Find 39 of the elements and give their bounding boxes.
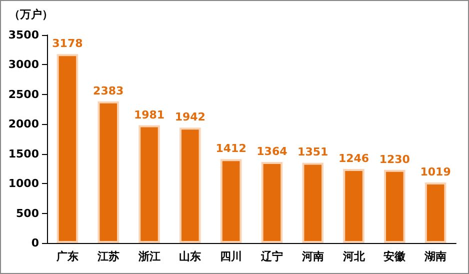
- y-tick-label: 2000: [8, 118, 40, 131]
- data-label: 1019: [420, 165, 451, 178]
- bar: [220, 159, 242, 243]
- y-tick-label: 0: [31, 236, 40, 250]
- data-label: 1981: [134, 108, 165, 122]
- x-tick-label: 河南: [300, 250, 324, 263]
- data-label: 3178: [52, 37, 83, 50]
- bar: [98, 101, 119, 243]
- data-label: 1351: [298, 146, 328, 159]
- data-label: 2383: [93, 84, 124, 98]
- bar: [384, 170, 406, 243]
- x-tick-label: 江苏: [96, 250, 120, 263]
- x-tick-label: 四川: [220, 250, 242, 263]
- bar: [180, 128, 201, 243]
- y-tick-label: 2500: [8, 88, 40, 101]
- data-label: 1412: [216, 142, 246, 156]
- bar: [56, 54, 78, 243]
- y-tick-label: 3500: [8, 28, 40, 42]
- y-tick-label: 1000: [8, 177, 40, 190]
- x-tick-label: 山东: [179, 250, 202, 263]
- x-tick-label: 广东: [55, 250, 78, 263]
- data-label: 1364: [256, 144, 288, 158]
- data-label: 1942: [174, 110, 206, 124]
- y-tick-label: 500: [16, 206, 40, 220]
- y-tick-label: 3000: [8, 58, 40, 72]
- x-tick-label: 河北: [342, 250, 366, 263]
- bar: [343, 168, 364, 243]
- y-axis-title: （万户）: [9, 8, 53, 21]
- x-tick-label: 辽宁: [260, 250, 283, 263]
- bar: [302, 162, 324, 243]
- y-tick-label: 1500: [8, 147, 40, 160]
- bar: [261, 162, 283, 243]
- data-label: 1230: [379, 152, 410, 166]
- bar: [138, 125, 160, 243]
- x-tick-label: 湖南: [424, 250, 447, 263]
- x-tick-label: 浙江: [137, 250, 160, 263]
- bar: [424, 182, 446, 243]
- x-tick-label: 安徽: [384, 250, 407, 263]
- data-label: 1246: [338, 152, 370, 165]
